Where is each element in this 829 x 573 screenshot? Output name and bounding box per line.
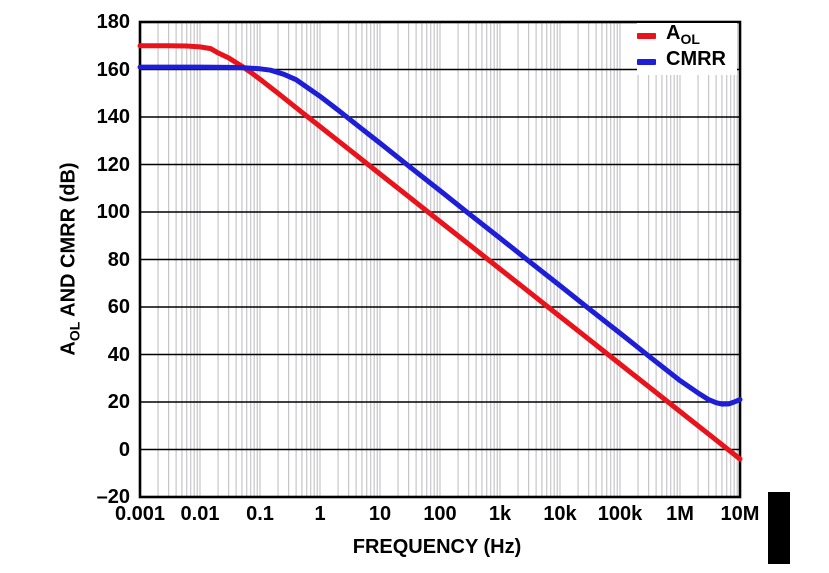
- x-tick-label: 10k: [543, 503, 577, 525]
- y-tick-label: 0: [118, 438, 130, 461]
- y-tick-label: 60: [107, 296, 130, 318]
- x-tick-label: 10: [368, 503, 392, 525]
- cmrr-line-swatch-icon: [637, 59, 656, 65]
- y-axis-title-rest: AND CMRR (dB): [57, 162, 80, 322]
- legend-label-cmrr: CMRR: [666, 48, 726, 70]
- y-axis-title-main: A: [57, 341, 80, 356]
- y-tick-label: 160: [96, 58, 130, 81]
- y-tick-label: 180: [96, 11, 130, 33]
- legend-label-aol: AOL: [666, 22, 700, 47]
- legend: AOL CMRR: [637, 22, 737, 75]
- x-tick-label: 0.01: [180, 503, 220, 525]
- x-axis-title: FREQUENCY (Hz): [352, 536, 522, 558]
- y-tick-label: 120: [96, 153, 130, 176]
- x-tick-label: 0.001: [114, 503, 166, 525]
- y-tick-label: –20: [96, 486, 130, 508]
- x-tick-label: 1: [314, 503, 326, 525]
- x-tick-label: 100: [423, 503, 457, 525]
- y-tick-label: 80: [107, 248, 130, 271]
- y-tick-label: 140: [96, 106, 130, 128]
- legend-entry-aol: AOL: [637, 22, 737, 48]
- x-tick-label: 1k: [488, 503, 512, 525]
- y-axis-title-subscript: OL: [66, 321, 83, 342]
- legend-entry-cmrr: CMRR: [637, 48, 737, 74]
- x-tick-label: 100k: [597, 503, 643, 525]
- y-axis-title: AOL AND CMRR (dB): [58, 162, 83, 355]
- y-tick-label: 100: [96, 201, 130, 223]
- curve-cmrr: [137, 64, 743, 407]
- page-edge-marker: [768, 492, 790, 564]
- x-tick-label: 10M: [720, 503, 760, 525]
- aol-line-swatch-icon: [637, 33, 656, 39]
- x-tick-label: 0.1: [246, 503, 274, 525]
- y-tick-label: 20: [107, 391, 130, 413]
- y-tick-label: 40: [107, 343, 130, 366]
- curve-aol: [137, 43, 743, 462]
- x-tick-label: 1M: [666, 503, 694, 525]
- axis-frame: [138, 20, 742, 499]
